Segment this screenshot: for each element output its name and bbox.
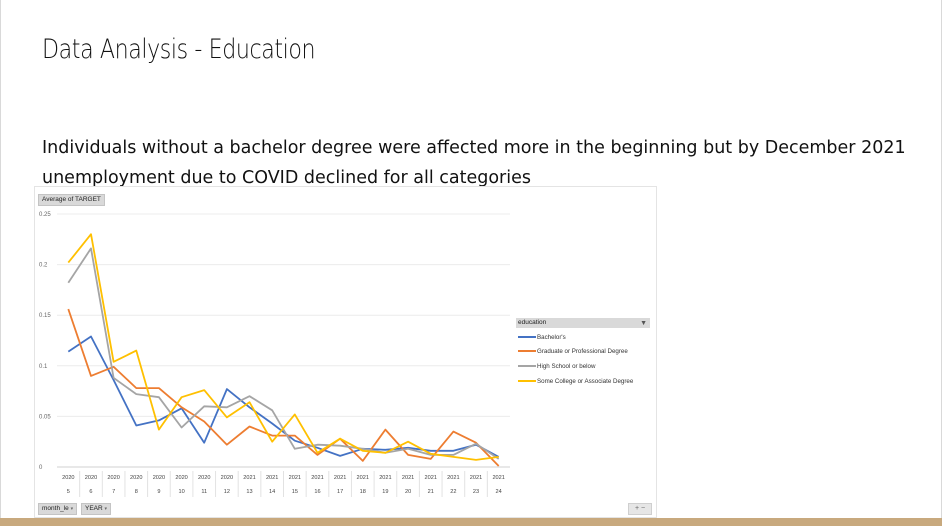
x-tick-month-label: 16 — [314, 489, 320, 495]
x-tick-year-label: 2021 — [289, 475, 301, 481]
legend-item: High School or below — [518, 362, 595, 372]
x-tick-year-label: 2020 — [153, 475, 165, 481]
y-tick-label: 0.15 — [39, 313, 51, 319]
x-tick-month-label: 24 — [496, 489, 502, 495]
legend-item: Graduate or Professional Degree — [518, 347, 628, 357]
y-tick-label: 0.1 — [39, 364, 48, 370]
x-tick-year-label: 2021 — [402, 475, 414, 481]
row-field-label: YEAR — [85, 505, 103, 512]
slide-title: Data Analysis - Education — [42, 34, 316, 65]
x-tick-month-label: 20 — [405, 489, 411, 495]
legend-label: Graduate or Professional Degree — [537, 348, 628, 355]
x-tick-month-label: 13 — [246, 489, 252, 495]
y-tick-label: 0.2 — [39, 263, 48, 269]
x-tick-month-label: 9 — [157, 489, 160, 495]
legend-title: education — [518, 319, 547, 326]
x-tick-year-label: 2021 — [243, 475, 255, 481]
legend-swatch — [518, 380, 536, 383]
legend-label: Some College or Associate Degree — [537, 378, 634, 385]
x-tick-year-label: 2020 — [175, 475, 187, 481]
pivot-chart[interactable]: 0.25 0.2 0.15 0.1 0.05 0 2020 5 2020 6 2020 7 2020 8… — [34, 186, 657, 518]
series-line[interactable] — [67, 247, 500, 460]
x-tick-month-label: 18 — [360, 489, 366, 495]
row-field-button-month[interactable]: month_le ▾ — [38, 503, 78, 515]
x-axis-ticks: 2020520206202072020820209202010202011202… — [62, 471, 505, 497]
x-tick-year-label: 2020 — [221, 475, 233, 481]
x-tick-year-label: 2021 — [266, 475, 278, 481]
x-tick-year-label: 2021 — [311, 475, 323, 481]
dropdown-icon: ▾ — [70, 506, 74, 512]
legend-label: Bachelor's — [537, 334, 566, 341]
x-tick-month-label: 8 — [135, 489, 138, 495]
legend-header[interactable]: education ▼ — [516, 318, 650, 328]
y-tick-label: 0.05 — [39, 414, 51, 420]
x-tick-month-label: 21 — [428, 489, 434, 495]
x-tick-year-label: 2021 — [492, 475, 504, 481]
y-tick-label: 0 — [39, 465, 43, 471]
series-lines — [67, 233, 500, 467]
x-tick-month-label: 19 — [382, 489, 388, 495]
x-tick-month-label: 14 — [269, 489, 275, 495]
row-field-button-year[interactable]: YEAR ▾ — [81, 503, 112, 515]
x-tick-year-label: 2021 — [379, 475, 391, 481]
x-tick-month-label: 12 — [224, 489, 230, 495]
line-chart-plot: 0.25 0.2 0.15 0.1 0.05 0 2020 5 2020 6 2020 7 2020 8… — [39, 212, 510, 497]
x-tick-year-label: 2020 — [107, 475, 119, 481]
legend-item: Some College or Associate Degree — [518, 377, 633, 387]
x-tick-month-label: 17 — [337, 489, 343, 495]
filter-icon[interactable]: ▼ — [640, 320, 647, 327]
row-field-label: month_le — [42, 505, 69, 512]
x-tick-month-label: 10 — [178, 489, 184, 495]
x-tick-month-label: 11 — [201, 489, 207, 495]
slide-left-border — [0, 0, 1, 518]
legend-swatch — [518, 365, 536, 368]
legend-item: Bachelor's — [518, 333, 566, 343]
series-line[interactable] — [67, 233, 499, 461]
value-field-button[interactable]: Average of TARGET — [38, 194, 105, 206]
legend-label: High School or below — [537, 363, 596, 370]
y-tick-label: 0.25 — [39, 212, 51, 218]
x-tick-month-label: 23 — [473, 489, 479, 495]
expand-collapse-button[interactable]: + − — [628, 503, 652, 515]
dropdown-icon: ▾ — [104, 506, 108, 512]
series-line[interactable] — [67, 308, 500, 467]
x-tick-month-label: 7 — [112, 489, 115, 495]
x-tick-year-label: 2021 — [357, 475, 369, 481]
x-tick-year-label: 2020 — [130, 475, 142, 481]
x-tick-year-label: 2021 — [447, 475, 459, 481]
x-tick-year-label: 2021 — [470, 475, 482, 481]
series-line[interactable] — [67, 335, 500, 458]
x-tick-month-label: 15 — [292, 489, 298, 495]
x-tick-year-label: 2021 — [334, 475, 346, 481]
y-axis-ticks: 0.25 0.2 0.15 0.1 0.05 0 — [39, 212, 51, 471]
x-tick-month-label: 22 — [450, 489, 456, 495]
x-tick-year-label: 2020 — [85, 475, 97, 481]
x-tick-year-label: 2020 — [62, 475, 74, 481]
x-tick-year-label: 2021 — [424, 475, 436, 481]
legend-swatch — [518, 336, 536, 339]
x-tick-month-label: 5 — [67, 489, 70, 495]
slide-body-text: Individuals without a bachelor degree we… — [42, 138, 906, 188]
legend-swatch — [518, 350, 536, 353]
slide-bottom-bar — [0, 518, 942, 526]
x-tick-month-label: 6 — [89, 489, 92, 495]
x-tick-year-label: 2020 — [198, 475, 210, 481]
